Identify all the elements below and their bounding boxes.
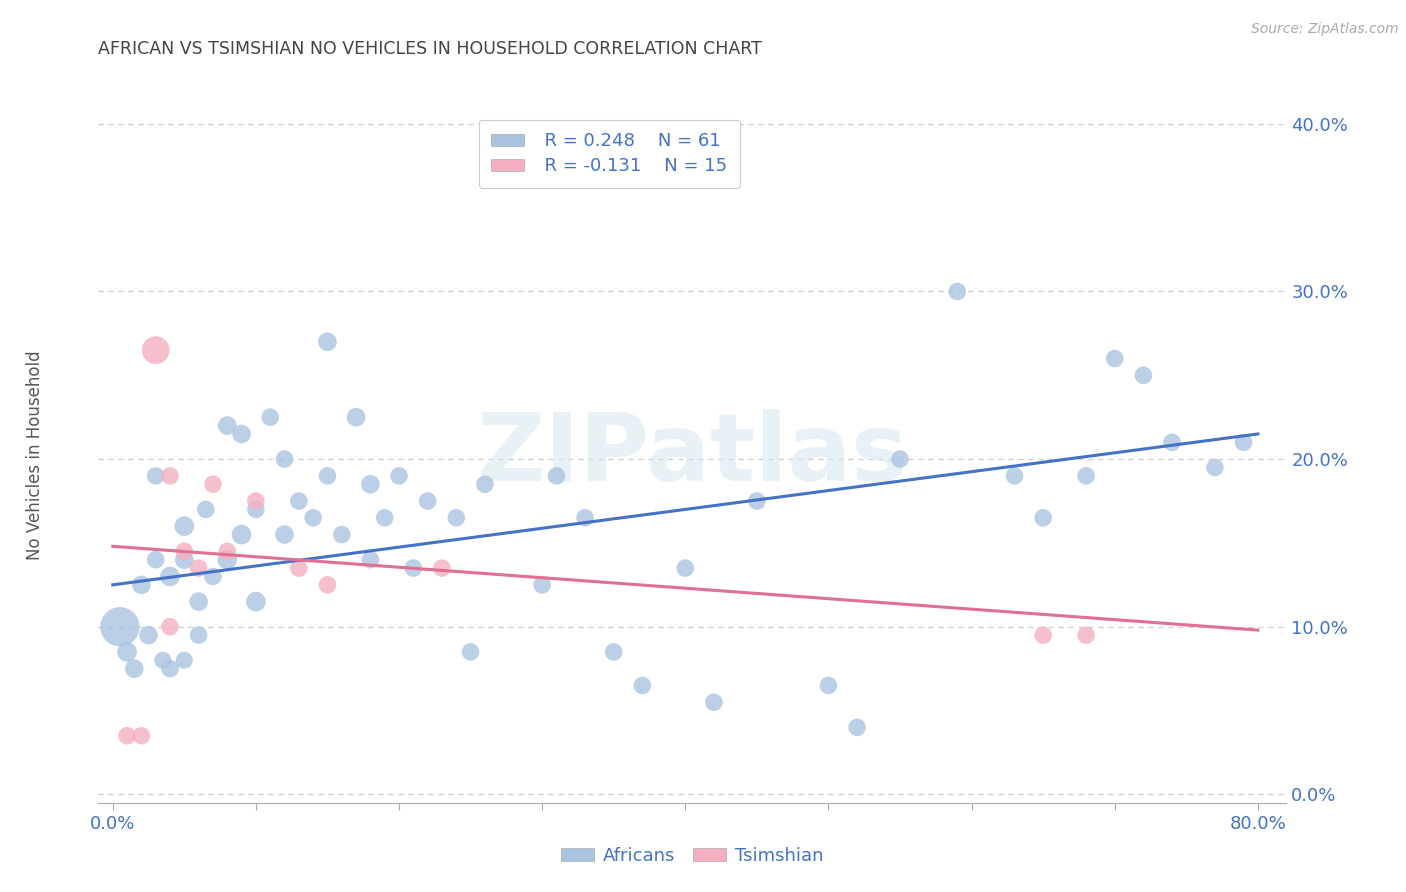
Point <box>217 544 239 558</box>
Point <box>631 678 654 692</box>
Point <box>131 729 153 743</box>
Text: ZIPatlas: ZIPatlas <box>477 409 908 501</box>
Text: No Vehicles in Household: No Vehicles in Household <box>27 350 44 560</box>
Point <box>703 695 725 709</box>
Point <box>138 628 160 642</box>
Point <box>388 468 411 483</box>
Point <box>187 628 209 642</box>
Point <box>359 477 381 491</box>
Point <box>374 510 396 524</box>
Point <box>145 468 167 483</box>
Legend: Africans, Tsimshian: Africans, Tsimshian <box>553 838 832 874</box>
Point <box>173 519 195 533</box>
Point <box>946 285 969 299</box>
Point <box>546 468 568 483</box>
Point <box>302 510 325 524</box>
Point <box>217 552 239 566</box>
Point <box>531 578 554 592</box>
Point <box>201 477 224 491</box>
Point <box>231 427 253 442</box>
Point <box>1032 628 1054 642</box>
Point <box>889 452 911 467</box>
Point <box>460 645 482 659</box>
Point <box>259 410 281 425</box>
Point <box>245 502 267 516</box>
Point <box>152 653 174 667</box>
Point <box>187 561 209 575</box>
Point <box>159 662 181 676</box>
Point <box>115 645 138 659</box>
Point <box>131 578 153 592</box>
Point <box>1074 468 1097 483</box>
Point <box>245 594 267 608</box>
Point <box>288 494 311 508</box>
Point <box>1074 628 1097 642</box>
Point <box>1032 510 1054 524</box>
Point <box>245 494 267 508</box>
Text: AFRICAN VS TSIMSHIAN NO VEHICLES IN HOUSEHOLD CORRELATION CHART: AFRICAN VS TSIMSHIAN NO VEHICLES IN HOUS… <box>98 40 762 58</box>
Point <box>745 494 768 508</box>
Point <box>402 561 425 575</box>
Point <box>159 468 181 483</box>
Point <box>673 561 696 575</box>
Point <box>145 343 167 358</box>
Point <box>173 653 195 667</box>
Point <box>359 552 381 566</box>
Point <box>316 334 339 349</box>
Point <box>288 561 311 575</box>
Point <box>316 468 339 483</box>
Point <box>316 578 339 592</box>
Point <box>574 510 596 524</box>
Point <box>474 477 496 491</box>
Point <box>145 552 167 566</box>
Point <box>231 527 253 541</box>
Point <box>416 494 439 508</box>
Point <box>846 720 869 734</box>
Point <box>201 569 224 583</box>
Point <box>344 410 367 425</box>
Point <box>122 662 145 676</box>
Point <box>194 502 217 516</box>
Point <box>173 544 195 558</box>
Point <box>1232 435 1254 450</box>
Point <box>173 552 195 566</box>
Point <box>1204 460 1226 475</box>
Point <box>273 452 295 467</box>
Point <box>1161 435 1184 450</box>
Point <box>446 510 468 524</box>
Point <box>159 569 181 583</box>
Point <box>159 620 181 634</box>
Point <box>603 645 626 659</box>
Point <box>430 561 453 575</box>
Point <box>1132 368 1154 383</box>
Point <box>817 678 839 692</box>
Point <box>115 729 138 743</box>
Point <box>187 594 209 608</box>
Point <box>108 620 131 634</box>
Point <box>330 527 353 541</box>
Text: Source: ZipAtlas.com: Source: ZipAtlas.com <box>1251 22 1399 37</box>
Point <box>1104 351 1126 366</box>
Point <box>273 527 295 541</box>
Point <box>1004 468 1026 483</box>
Point <box>217 418 239 433</box>
